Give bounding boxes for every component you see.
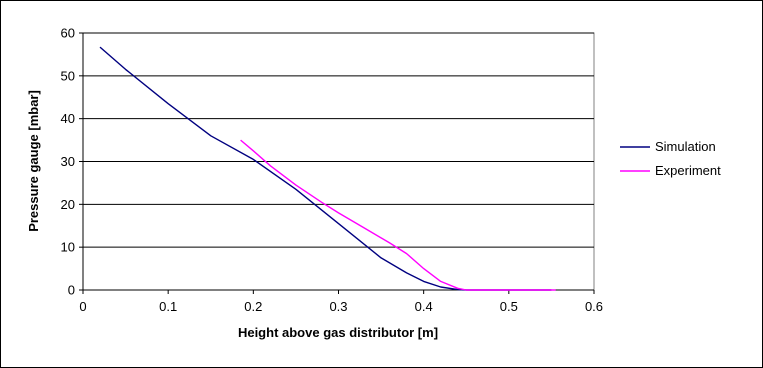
legend: Simulation Experiment: [620, 139, 721, 178]
series-line-experiment: [240, 139, 556, 291]
x-axis-title: Height above gas distributor [m]: [238, 325, 438, 340]
x-tick-label: 0.1: [159, 299, 177, 314]
x-tick-label: 0.2: [244, 299, 262, 314]
y-tick-label: 50: [61, 68, 75, 83]
x-tick-label: 0: [79, 299, 86, 314]
x-tick-label: 0.4: [415, 299, 433, 314]
y-axis-title: Pressure gauge [mbar]: [26, 90, 41, 232]
y-tick-label: 60: [61, 26, 75, 41]
y-tick-label: 10: [61, 240, 75, 255]
tick-labels: 0 10 20 30 40 50 60 0 0.1 0.2 0.3 0.4 0.5 0.6: [61, 26, 604, 315]
y-tick-label: 30: [61, 154, 75, 169]
legend-experiment-label: Experiment: [655, 163, 721, 178]
x-tick-label: 0.3: [329, 299, 347, 314]
y-tick-label: 20: [61, 197, 75, 212]
x-tick-label: 0.5: [500, 299, 518, 314]
gridlines: [83, 32, 594, 248]
legend-simulation-label: Simulation: [655, 139, 716, 154]
y-tick-label: 40: [61, 111, 75, 126]
x-tick-label: 0.6: [585, 299, 603, 314]
y-tick-label: 0: [68, 283, 75, 298]
series-lines: [99, 46, 556, 291]
